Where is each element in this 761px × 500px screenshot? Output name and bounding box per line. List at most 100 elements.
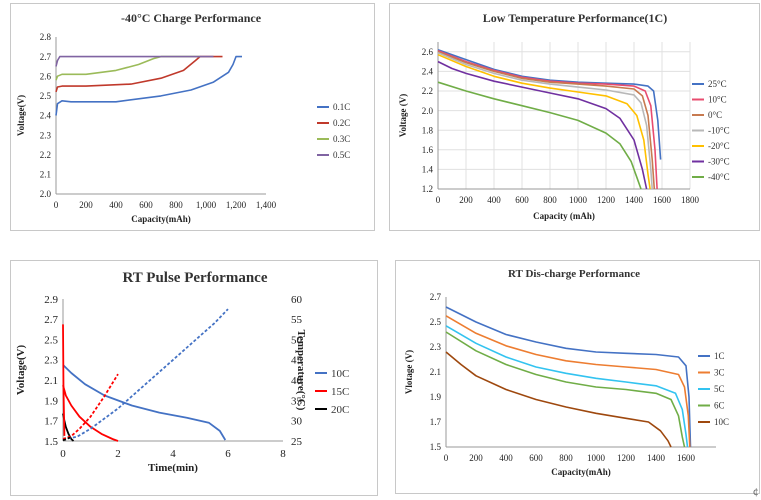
x-tick-label: 1,000 xyxy=(196,200,217,210)
corner-mark: ¢ xyxy=(752,487,759,498)
y-tick-label: 2.4 xyxy=(40,111,52,121)
x-axis-label: Time(min) xyxy=(148,462,198,474)
series-line-10°C xyxy=(437,50,658,190)
legend-label: 10C xyxy=(714,417,729,427)
legend-label: 25°C xyxy=(708,79,727,89)
y-axis-label: Voltage (V) xyxy=(398,94,408,137)
series-line--40°C xyxy=(437,81,642,190)
x-tick-label: 200 xyxy=(79,200,93,210)
y-tick-label: 2.8 xyxy=(40,32,52,42)
x-tick-label: 400 xyxy=(487,195,501,205)
y-tick-label: 2.9 xyxy=(44,294,58,306)
x-tick-label: 1,400 xyxy=(256,200,277,210)
y-tick-label: 2.5 xyxy=(430,317,442,327)
series-line-1C xyxy=(445,306,692,448)
series-line-25°C xyxy=(437,49,662,160)
series-line--30°C xyxy=(437,60,648,190)
series-line-0.5C xyxy=(55,55,214,67)
series-line-0.1C xyxy=(55,55,242,116)
legend-label: 10°C xyxy=(708,95,727,105)
x-axis-label: Capacity (mAh) xyxy=(533,211,595,221)
y-axis-label: Voltage(V) xyxy=(15,345,27,396)
x-axis-label: Capacity(mAh) xyxy=(551,467,611,477)
chart-title: RT Dis-charge Performance xyxy=(508,268,640,280)
y-tick-label: 2.5 xyxy=(44,334,58,346)
x-tick-label: 6 xyxy=(225,448,231,460)
x-tick-label: 2 xyxy=(115,448,121,460)
chart-panel-charge: -40°C Charge Performance 0 200 400 600 800 1,0… xyxy=(10,3,375,231)
chart-title: Low Temperature Performance(1C) xyxy=(483,11,667,25)
legend-label: 0.2C xyxy=(333,118,350,128)
series-line-3C xyxy=(445,315,691,448)
y-tick-label: 2.1 xyxy=(430,367,441,377)
y-tick-label: 1.6 xyxy=(422,145,434,155)
series-line-10C xyxy=(62,364,227,441)
legend-label: 5C xyxy=(714,384,725,394)
series-line-15C xyxy=(62,384,119,442)
pulse-performance-chart: RT Pulse Performance 0 2 4 6 8 1.5 1.7 1.9 2.1 2.3… xyxy=(15,270,349,474)
x-tick-label: 1600 xyxy=(677,453,696,463)
y-tick-label: 2.0 xyxy=(422,106,434,116)
legend-label: 6C xyxy=(714,401,725,411)
series-line--20°C xyxy=(437,53,651,190)
y-tick-label: 1.8 xyxy=(422,125,434,135)
legend-label: -10°C xyxy=(708,126,730,136)
series-line--10°C xyxy=(437,52,653,190)
y-tick-label: 2.3 xyxy=(430,342,442,352)
x-tick-label: 800 xyxy=(559,453,573,463)
x-tick-label: 1800 xyxy=(681,195,700,205)
x-axis-label: Capacity(mAh) xyxy=(131,214,191,224)
y2-tick-label: 25 xyxy=(291,436,303,448)
x-tick-label: 200 xyxy=(469,453,483,463)
series-line-6C xyxy=(445,331,686,448)
legend-label: 0°C xyxy=(708,110,722,120)
x-tick-label: 8 xyxy=(280,448,286,460)
x-tick-label: 0 xyxy=(436,195,441,205)
y-tick-label: 1.2 xyxy=(422,184,433,194)
x-tick-label: 1000 xyxy=(569,195,588,205)
x-tick-label: 1000 xyxy=(587,453,606,463)
x-tick-label: 4 xyxy=(170,448,176,460)
x-tick-label: 0 xyxy=(54,200,59,210)
discharge-performance-chart: RT Dis-charge Performance 0 200 400 600 800 10… xyxy=(404,268,729,477)
y-axis-label: Voltage(V) xyxy=(16,95,26,136)
y-tick-label: 2.1 xyxy=(40,170,51,180)
legend-label: 1C xyxy=(714,351,725,361)
x-tick-label: 1600 xyxy=(653,195,672,205)
x-tick-label: 1400 xyxy=(647,453,666,463)
y2-axis-label: Temperature(°C) xyxy=(295,330,307,411)
x-tick-label: 600 xyxy=(139,200,153,210)
y-tick-label: 1.4 xyxy=(422,165,434,175)
x-tick-label: 600 xyxy=(529,453,543,463)
chart-title: RT Pulse Performance xyxy=(123,270,268,286)
x-tick-label: 0 xyxy=(444,453,449,463)
y2-tick-label: 55 xyxy=(291,314,303,326)
y-tick-label: 2.2 xyxy=(422,86,433,96)
y2-tick-label: 40 xyxy=(291,375,303,387)
chart-title: -40°C Charge Performance xyxy=(121,11,262,25)
y-tick-label: 1.7 xyxy=(44,416,58,428)
legend-label: -20°C xyxy=(708,141,730,151)
y-tick-label: 2.6 xyxy=(40,71,52,81)
x-tick-label: 200 xyxy=(459,195,473,205)
x-tick-label: 800 xyxy=(169,200,183,210)
legend-label: 0.3C xyxy=(333,134,350,144)
x-tick-label: 600 xyxy=(515,195,529,205)
legend-label: -30°C xyxy=(708,157,730,167)
y-tick-label: 2.0 xyxy=(40,189,52,199)
legend-label: 10C xyxy=(331,368,349,380)
legend-label: 15C xyxy=(331,386,349,398)
y-axis-label: Vlotage (V) xyxy=(404,350,414,394)
y-tick-label: 1.5 xyxy=(44,436,58,448)
x-tick-label: 400 xyxy=(109,200,123,210)
chart-panel-low-temp: Low Temperature Performance(1C) 0 200 400 60… xyxy=(389,3,760,231)
temperature-line-20C temperature xyxy=(62,436,72,442)
y-tick-label: 2.3 xyxy=(40,130,52,140)
y2-tick-label: 35 xyxy=(291,395,303,407)
y-tick-label: 2.6 xyxy=(422,47,434,57)
y2-tick-label: 45 xyxy=(291,355,303,367)
y-tick-label: 1.9 xyxy=(430,392,442,402)
x-tick-label: 400 xyxy=(499,453,513,463)
series-line-10C xyxy=(445,351,672,448)
y-tick-label: 2.3 xyxy=(44,355,58,367)
